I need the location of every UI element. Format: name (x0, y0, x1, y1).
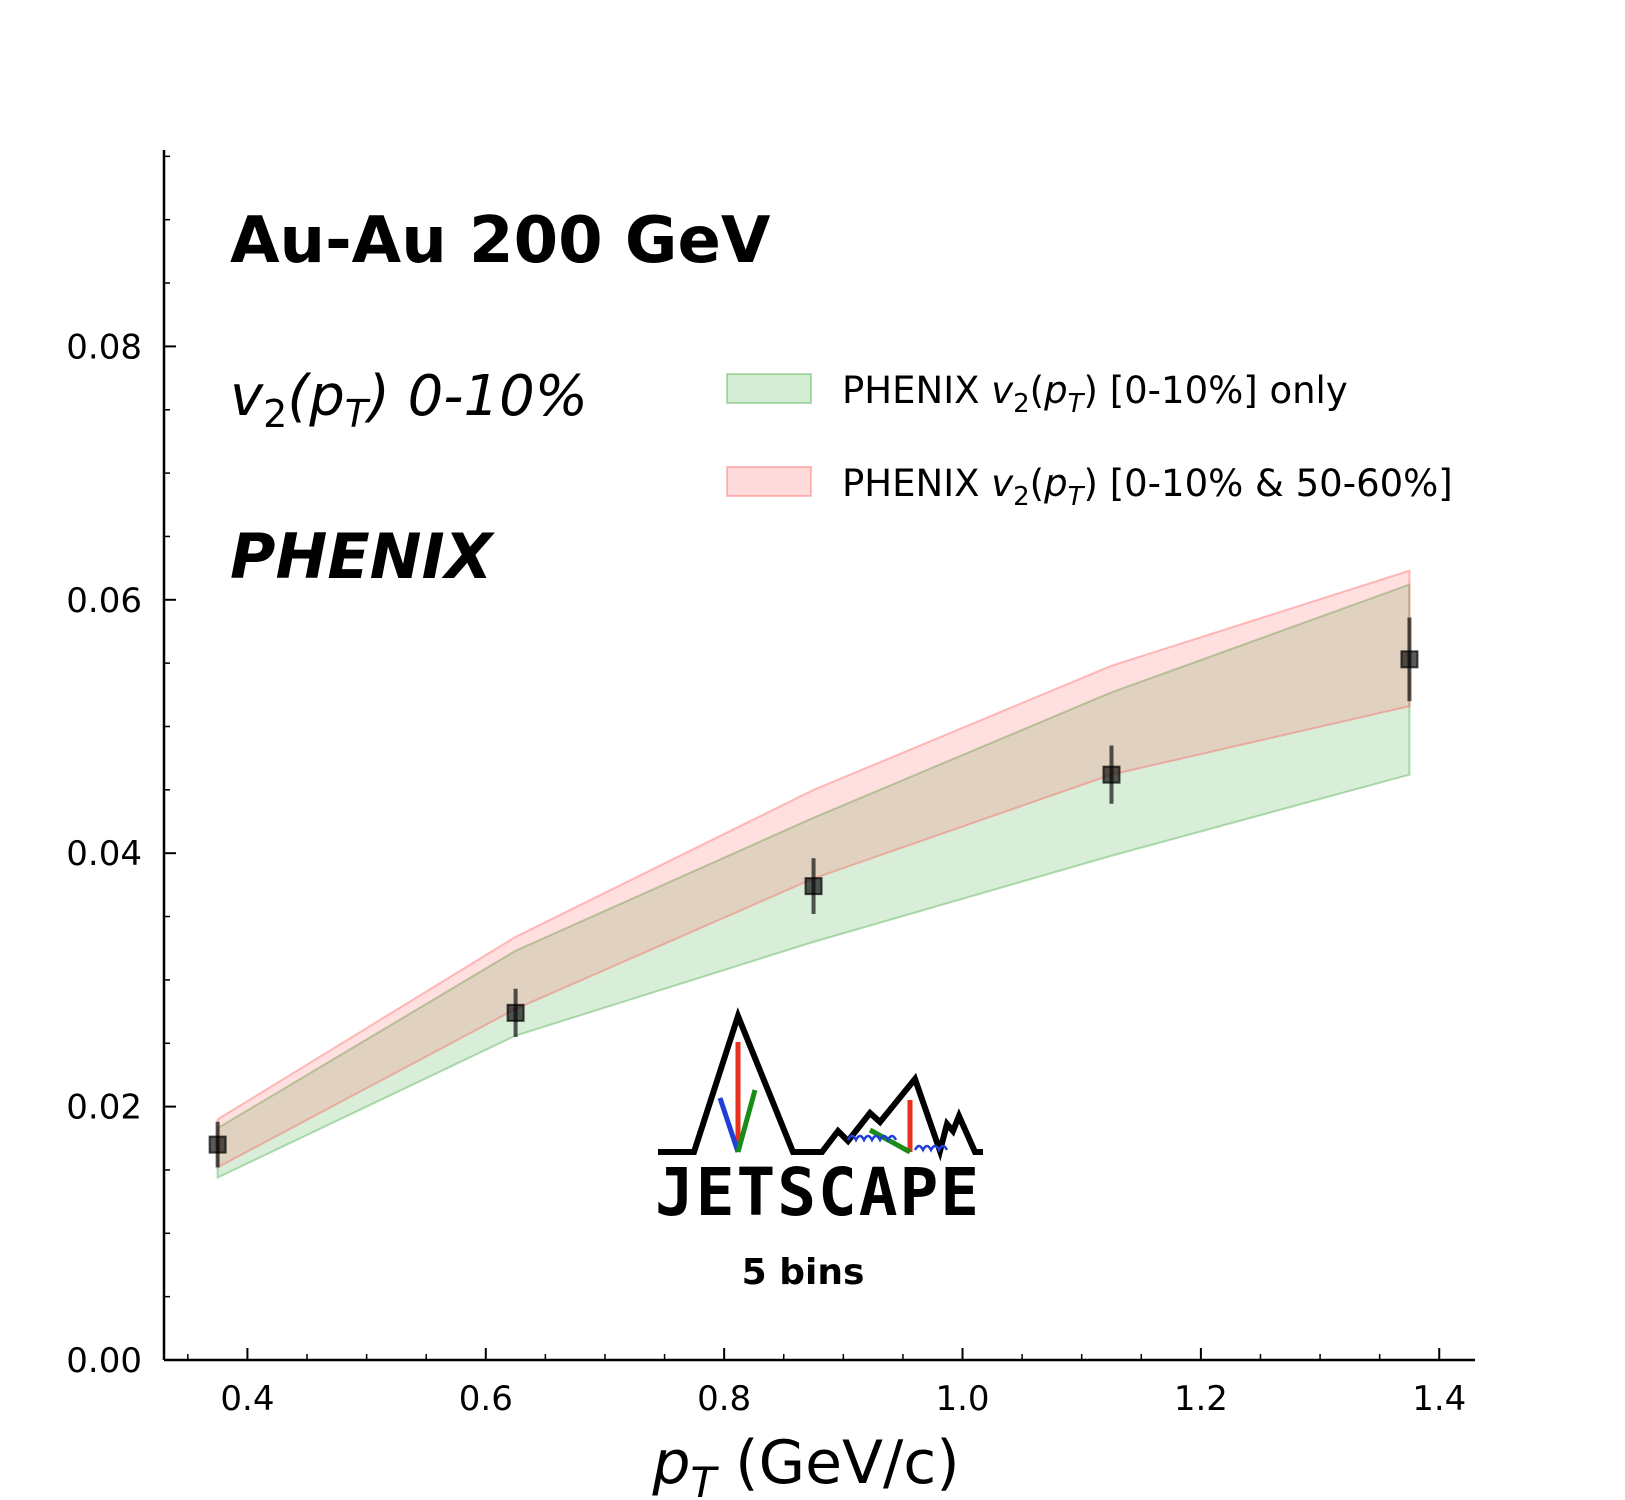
chart-subtitle: v2(pT) 0-10% (230, 364, 588, 436)
legend-swatch-phenix-0-10 (726, 373, 812, 404)
bins-annotation: 5 bins (742, 1252, 865, 1293)
data-point (208, 1135, 227, 1154)
mountain-outline-icon (658, 1007, 983, 1162)
logo-text: JETSCAPE (655, 1154, 981, 1231)
legend: PHENIX v2(pT) [0-10%] only PHENIX v2(pT)… (726, 369, 1453, 512)
jetscape-logo: JETSCAPE (655, 1007, 983, 1231)
legend-swatch-phenix-combined (726, 466, 812, 497)
data-point (506, 1003, 525, 1022)
x-tick-label: 1.2 (1174, 1379, 1228, 1419)
legend-label-phenix-combined: PHENIX v2(pT) [0-10% & 50-60%] (842, 462, 1453, 512)
jet-green-line-icon (735, 1089, 758, 1153)
jet-green-line-small-icon (868, 1127, 912, 1155)
data-point (1102, 765, 1121, 784)
y-tick-label: 0.04 (66, 834, 142, 874)
points-layer (208, 617, 1419, 1168)
data-point (804, 877, 823, 896)
y-tick-label: 0.06 (66, 581, 142, 621)
legend-label-phenix-0-10: PHENIX v2(pT) [0-10%] only (842, 369, 1348, 419)
x-tick-label: 1.0 (935, 1379, 989, 1419)
gluon-coil-small-icon (913, 1144, 949, 1153)
data-point (1400, 650, 1419, 669)
experiment-label: PHENIX (230, 520, 496, 593)
x-tick-label: 0.6 (459, 1379, 513, 1419)
x-tick-label: 0.4 (220, 1379, 274, 1419)
y-tick-label: 0.02 (66, 1088, 142, 1128)
y-tick-label: 0.08 (66, 327, 142, 367)
x-axis-label: pT (GeV/c) (651, 1428, 959, 1500)
y-tick-label: 0.00 (66, 1341, 142, 1381)
chart-title: Au-Au 200 GeV (230, 204, 771, 278)
x-tick-label: 0.8 (697, 1379, 751, 1419)
axes: 0.00 0.02 0.04 0.06 0.08 0.4 0.6 0.8 1.0 1.2 1.4 (66, 150, 1475, 1419)
gluon-coil-icon (846, 1134, 898, 1143)
jet-blue-line-icon (717, 1097, 741, 1153)
x-tick-label: 1.4 (1412, 1379, 1466, 1419)
